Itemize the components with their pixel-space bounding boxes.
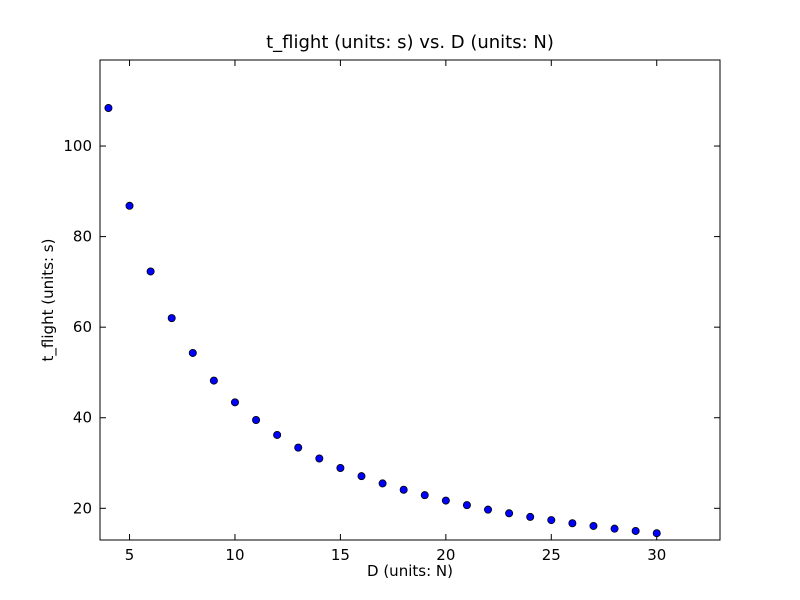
y-axis-ticks: 20 40 60 80 100 — [63, 137, 720, 517]
chart-title: t_flight (units: s) vs. D (units: N) — [266, 32, 554, 53]
data-point — [125, 201, 134, 210]
data-point — [505, 509, 514, 518]
x-tick-label: 25 — [542, 546, 561, 564]
x-tick-label: 10 — [225, 546, 244, 564]
y-tick-label: 80 — [73, 228, 92, 246]
x-axis-label: D (units: N) — [367, 562, 453, 580]
y-axis-label: t_flight (units: s) — [39, 239, 58, 362]
data-point — [399, 485, 408, 494]
data-point — [652, 529, 661, 538]
plot-area-frame — [99, 59, 721, 541]
x-tick-label: 5 — [125, 546, 135, 564]
y-tick-label: 20 — [73, 499, 92, 517]
y-tick-label: 60 — [73, 318, 92, 336]
data-point — [526, 512, 535, 521]
data-point — [610, 524, 619, 533]
y-tick-label: 40 — [73, 409, 92, 427]
data-point — [336, 463, 345, 472]
data-point — [146, 267, 155, 276]
data-point — [568, 519, 577, 528]
y-tick-label: 100 — [63, 137, 92, 155]
data-point — [273, 430, 282, 439]
data-point — [315, 454, 324, 463]
data-point — [462, 501, 471, 510]
data-point — [441, 496, 450, 505]
data-point — [294, 443, 303, 452]
data-point — [484, 505, 493, 514]
data-point — [252, 415, 261, 424]
x-tick-label: 20 — [436, 546, 455, 564]
data-point — [357, 472, 366, 481]
x-tick-label: 15 — [331, 546, 350, 564]
data-points — [104, 104, 661, 538]
data-point — [188, 348, 197, 357]
data-point — [230, 398, 239, 407]
data-point — [420, 491, 429, 500]
data-point — [589, 521, 598, 530]
data-point — [167, 314, 176, 323]
data-point — [547, 516, 556, 525]
data-point — [209, 376, 218, 385]
data-point — [104, 104, 113, 113]
data-point — [631, 526, 640, 535]
data-point — [378, 479, 387, 488]
x-axis-ticks: 5 10 15 20 25 30 — [125, 60, 666, 564]
x-tick-label: 30 — [647, 546, 666, 564]
